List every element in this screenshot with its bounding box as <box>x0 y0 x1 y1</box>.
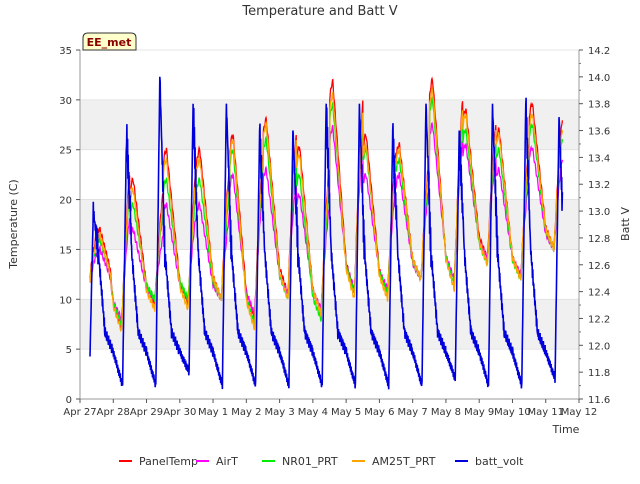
legend-label-nr01-prt: NR01_PRT <box>282 455 338 468</box>
y2-tick-label: 12.8 <box>588 234 610 245</box>
x-tick-label: May 7 <box>398 407 428 418</box>
x-tick-label: May 12 <box>561 407 598 418</box>
x-tick-label: May 8 <box>431 407 461 418</box>
x-tick-label: Apr 30 <box>163 407 196 418</box>
series-layer <box>89 76 564 390</box>
y2-tick-label: 14.0 <box>588 73 610 84</box>
x-tick-label: Apr 28 <box>97 407 130 418</box>
legend-label-batt-volt: batt_volt <box>475 455 524 468</box>
y-axis-label: Temperature (C) <box>7 179 20 269</box>
y2-tick-label: 13.0 <box>588 207 610 218</box>
y-tick-label: 15 <box>59 245 72 256</box>
y2-tick-label: 13.2 <box>588 180 610 191</box>
legend: PanelTemp AirT NR01_PRT AM25T_PRT batt_volt <box>119 455 524 468</box>
y-tick-label: 0 <box>66 395 72 406</box>
y2-axis-label: Batt V <box>619 207 632 241</box>
x-tick-label: May 5 <box>331 407 361 418</box>
y2-tick-label: 13.8 <box>588 100 610 111</box>
x-tick-label: May 10 <box>494 407 531 418</box>
chart-title: Temperature and Batt V <box>241 4 397 19</box>
y-tick-label: 35 <box>59 46 72 57</box>
x-tick-label: May 6 <box>364 407 394 418</box>
x-axis-label: Time <box>552 423 580 436</box>
y2-tick-label: 14.2 <box>588 46 610 57</box>
station-tag: EE_met <box>82 32 137 51</box>
y2-tick-label: 12.0 <box>588 341 610 352</box>
x-tick-label: May 2 <box>231 407 261 418</box>
y2-tick-label: 12.4 <box>588 288 610 299</box>
x-tick-label: May 9 <box>464 407 494 418</box>
y2-tick-label: 12.6 <box>588 261 610 272</box>
x-tick-label: Apr 29 <box>130 407 163 418</box>
x-tick-label: May 3 <box>264 407 294 418</box>
axes: Apr 27 Apr 28 Apr 29 Apr 30 May 1 May 2 May 3 M… <box>59 46 610 418</box>
legend-label-am25t-prt: AM25T_PRT <box>372 455 436 468</box>
grid-band <box>80 299 579 350</box>
y2-tick-label: 13.4 <box>588 153 610 164</box>
y-tick-label: 25 <box>59 146 72 157</box>
y-tick-label: 10 <box>59 295 72 306</box>
legend-label-paneltemp: PanelTemp <box>139 455 198 468</box>
y-tick-label: 30 <box>59 96 72 107</box>
y2-tick-label: 13.6 <box>588 127 610 138</box>
series-line-am25t-prt <box>89 86 564 333</box>
station-tag-label: EE_met <box>87 36 132 49</box>
x-tick-label: May 11 <box>527 407 564 418</box>
y2-tick-label: 11.6 <box>588 395 610 406</box>
series-line-batt-volt <box>89 76 564 390</box>
station-tag-box <box>82 32 137 51</box>
y-tick-label: 5 <box>66 345 72 356</box>
x-tick-label: May 4 <box>298 407 328 418</box>
legend-label-airt: AirT <box>216 455 238 468</box>
y2-tick-label: 11.8 <box>588 368 610 379</box>
x-tick-label: May 1 <box>198 407 228 418</box>
y2-tick-label: 12.2 <box>588 314 610 325</box>
y-tick-label: 20 <box>59 196 72 207</box>
x-tick-label: Apr 27 <box>63 407 96 418</box>
